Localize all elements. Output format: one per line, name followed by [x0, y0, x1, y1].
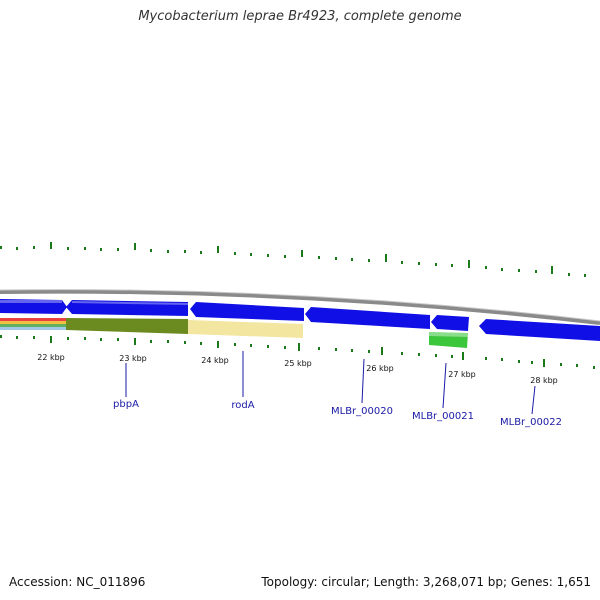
gene-arrow[interactable]	[0, 299, 67, 314]
kbp-tick-label: 26 kbp	[366, 364, 394, 373]
gene-label-pbpA[interactable]: pbpA	[113, 399, 139, 410]
gene-arrow[interactable]	[190, 302, 304, 321]
gc-track-outer	[0, 242, 586, 277]
genome-title: Mycobacterium leprae Br4923, complete ge…	[138, 9, 462, 24]
feature-tracks	[0, 318, 468, 348]
gene-label-MLBr_00021[interactable]: MLBr_00021	[412, 411, 474, 422]
kbp-tick-label: 22 kbp	[37, 353, 65, 362]
kbp-tick-label: 23 kbp	[119, 354, 147, 363]
kbp-tick-label: 27 kbp	[448, 370, 476, 379]
kbp-axis: 22 kbp 23 kbp 24 kbp 25 kbp 26 kbp 27 kb…	[37, 353, 558, 385]
gene-arrow[interactable]	[431, 315, 469, 331]
feature-pbpA[interactable]	[66, 318, 188, 334]
gene-label-rodA[interactable]: rodA	[231, 400, 254, 411]
feature-rodA[interactable]	[188, 320, 303, 338]
gene-arrows[interactable]	[0, 299, 600, 341]
accession-label: Accession: NC_011896	[9, 575, 146, 589]
genome-backbone	[0, 289, 600, 325]
kbp-tick-label: 25 kbp	[284, 359, 312, 368]
gene-label-MLBr_00022[interactable]: MLBr_00022	[500, 417, 562, 428]
gene-label-MLBr_00020[interactable]: MLBr_00020	[331, 406, 393, 417]
genome-summary: Topology: circular; Length: 3,268,071 bp…	[261, 575, 591, 589]
gene-arrow[interactable]	[305, 307, 430, 329]
kbp-tick-label: 24 kbp	[201, 356, 229, 365]
gc-track-inner	[0, 335, 595, 369]
kbp-tick-label: 28 kbp	[530, 376, 558, 385]
feature-MLBr_00021[interactable]	[429, 332, 468, 348]
gene-arrow[interactable]	[479, 319, 600, 341]
gene-labels: pbpA rodA MLBr_00020 MLBr_00021 MLBr_000…	[113, 399, 562, 428]
gene-label-leaders	[125, 351, 536, 415]
gene-arrow[interactable]	[66, 300, 188, 316]
